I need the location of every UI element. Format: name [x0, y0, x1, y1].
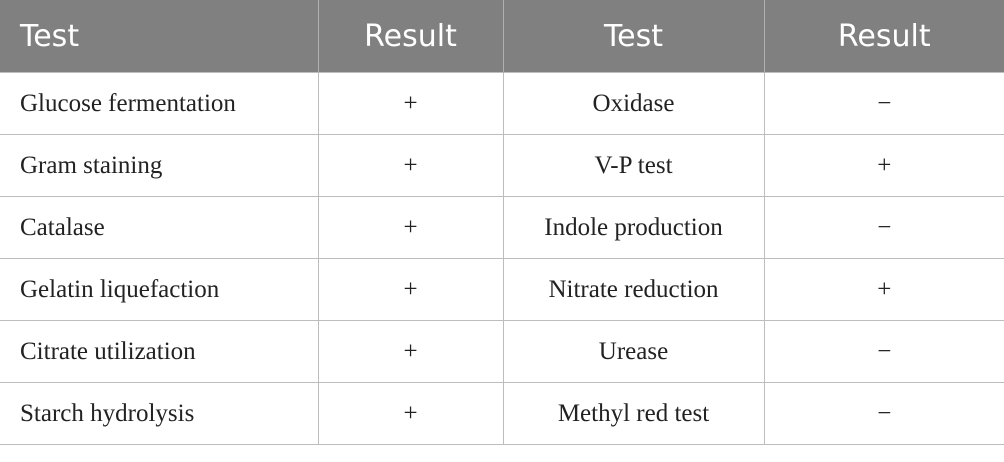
table-cell: Urease: [502, 320, 765, 383]
header-row: Test Result Test Result: [0, 0, 1004, 73]
table-cell: +: [317, 72, 504, 135]
header-cell: Result: [317, 0, 503, 73]
table-row: Citrate utilization + Urease −: [0, 320, 1004, 383]
table-cell: −: [763, 320, 1004, 383]
header-cell: Test: [0, 0, 318, 73]
header-cell: Test: [502, 0, 764, 73]
table-cell: Indole production: [502, 196, 765, 259]
table-cell: V-P test: [502, 134, 765, 197]
table-row: Glucose fermentation + Oxidase −: [0, 72, 1004, 135]
table-row: Gelatin liquefaction + Nitrate reduction +: [0, 258, 1004, 321]
table-cell: +: [317, 196, 504, 259]
table-cell: +: [317, 382, 504, 445]
table-cell: Nitrate reduction: [502, 258, 765, 321]
table-cell: +: [763, 134, 1004, 197]
table-cell: −: [763, 72, 1004, 135]
table-cell: +: [763, 258, 1004, 321]
table-row: Starch hydrolysis + Methyl red test −: [0, 382, 1004, 445]
results-table: Test Result Test Result Glucose fermenta…: [0, 0, 1004, 445]
table-row: Catalase + Indole production −: [0, 196, 1004, 259]
table-cell: Glucose fermentation: [0, 72, 319, 135]
table-cell: Starch hydrolysis: [0, 382, 319, 445]
table-cell: Catalase: [0, 196, 319, 259]
table-cell: +: [317, 134, 504, 197]
table-cell: Gram staining: [0, 134, 319, 197]
table-cell: +: [317, 320, 504, 383]
table-cell: −: [763, 382, 1004, 445]
table-body: Glucose fermentation + Oxidase − Gram staini…: [0, 72, 1004, 445]
table-cell: Oxidase: [502, 72, 765, 135]
table-cell: −: [763, 196, 1004, 259]
table-row: Gram staining + V-P test +: [0, 134, 1004, 197]
table-cell: +: [317, 258, 504, 321]
header-cell: Result: [763, 0, 1004, 73]
table-cell: Methyl red test: [502, 382, 765, 445]
table-cell: Citrate utilization: [0, 320, 319, 383]
table-cell: Gelatin liquefaction: [0, 258, 319, 321]
